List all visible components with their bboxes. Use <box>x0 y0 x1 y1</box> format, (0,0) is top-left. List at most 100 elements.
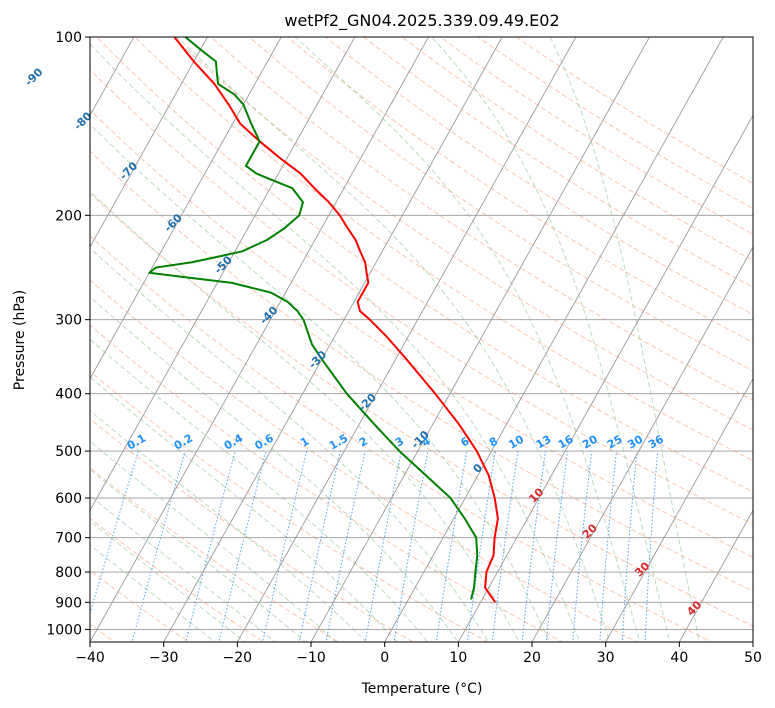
temperature-profile-line <box>173 37 499 603</box>
moist-adiabat-line <box>294 37 641 642</box>
mixing-ratio-line <box>545 451 569 642</box>
mixing-ratio-label: 0.1 <box>125 432 148 453</box>
dry-adiabat-line <box>172 37 753 431</box>
mixing-ratio-line <box>393 451 429 642</box>
isotherm-line <box>457 114 753 642</box>
y-tick-label: 800 <box>55 565 82 581</box>
mixing-ratio-label: 1 <box>298 435 311 450</box>
moist-adiabat-line <box>90 43 581 642</box>
mixing-ratio-label: 0.4 <box>222 431 246 452</box>
y-tick-label: 400 <box>55 387 82 403</box>
isotherm-line <box>531 246 753 642</box>
moist-adiabat-line <box>90 123 550 642</box>
x-tick-label: 40 <box>670 650 688 666</box>
mixing-ratio-line <box>644 451 659 642</box>
mixing-ratio-label: 10 <box>506 432 526 451</box>
x-tick-label: 20 <box>523 650 541 666</box>
x-tick-label: −30 <box>149 650 179 666</box>
mixing-ratio-label: 16 <box>556 432 576 451</box>
dry-adiabat-line <box>90 109 753 558</box>
mixing-ratio-line <box>262 450 308 642</box>
moist-adiabat-line <box>90 520 246 642</box>
moist-adiabat-line <box>90 440 337 642</box>
y-tick-label: 900 <box>55 595 82 611</box>
dry-adiabat-line <box>90 517 265 642</box>
x-tick-label: −20 <box>223 650 253 666</box>
y-tick-label: 1000 <box>46 622 82 638</box>
chart-title: wetPf2_GN04.2025.339.09.49.E02 <box>284 11 559 31</box>
plot-frame <box>89 36 754 643</box>
dry-adiabat-line <box>90 418 414 642</box>
mixing-ratio-line <box>572 451 593 642</box>
moist-adiabat-line <box>90 409 367 642</box>
mixing-ratio-line <box>435 451 468 642</box>
dry-adiabat-line <box>515 37 753 184</box>
dry-adiabat-line <box>90 192 753 627</box>
x-tick-label: −10 <box>296 650 326 666</box>
x-tick-label: 50 <box>744 650 762 666</box>
mixing-ratio-line <box>90 450 139 616</box>
mixing-ratio-label: 2 <box>357 435 370 450</box>
dry-adiabat-line <box>90 467 340 642</box>
isotherm-line <box>678 509 753 642</box>
isotherm-line <box>90 37 282 380</box>
x-tick-label: 10 <box>449 650 467 666</box>
isotherm-line <box>605 377 753 642</box>
isotherm-line <box>0 24 68 654</box>
mixing-ratio-label: 8 <box>487 435 500 450</box>
x-tick-label: 0 <box>380 650 389 666</box>
mixing-ratio-line <box>599 451 617 642</box>
dry-adiabat-line <box>90 235 713 642</box>
moist-adiabat-line <box>176 37 611 642</box>
moist-adiabat-line <box>90 296 459 642</box>
dry-adiabat-line <box>286 37 753 343</box>
mixing-ratio-label: 36 <box>646 432 666 451</box>
mixing-ratio-label: 30 <box>625 432 645 451</box>
moist-adiabat-line <box>90 468 307 642</box>
dry-adiabat-line <box>90 569 190 642</box>
isotherm-line <box>90 37 209 248</box>
mixing-ratio-line <box>491 451 519 642</box>
dry-adiabat-line <box>95 37 753 493</box>
y-tick-label: 300 <box>55 313 82 329</box>
moist-adiabat-line <box>431 37 671 642</box>
mixing-ratio-line <box>131 450 186 642</box>
dry-adiabat-line <box>90 150 753 592</box>
y-tick-label: 700 <box>55 531 82 547</box>
isotherm-line <box>90 37 356 512</box>
dewpoint-profile-line <box>148 37 479 600</box>
x-tick-label: −40 <box>75 650 105 666</box>
y-tick-label: 200 <box>55 208 82 224</box>
mixing-ratio-line <box>325 450 366 642</box>
moist-adiabat-label: 10 <box>526 485 546 505</box>
isotherm-line <box>384 37 724 642</box>
mixing-ratio-line <box>621 451 638 642</box>
mixing-ratio-line <box>298 450 341 642</box>
mixing-ratio-line <box>218 450 267 642</box>
isotherm-line <box>236 37 577 642</box>
mixing-ratio-label: 20 <box>580 432 600 451</box>
mixing-ratio-line <box>364 451 402 642</box>
dry-adiabat-line <box>477 37 753 210</box>
y-tick-label: 600 <box>55 491 82 507</box>
dry-adiabat-line <box>324 37 753 316</box>
moist-adiabat-line <box>549 37 701 642</box>
y-tick-label: 100 <box>55 30 82 46</box>
moist-adiabat-line <box>90 376 398 642</box>
x-axis-label: Temperature (°C) <box>361 681 483 697</box>
isotherm-line <box>752 641 753 642</box>
dry-adiabat-line <box>90 279 639 642</box>
isotherm-line <box>90 37 430 642</box>
moist-adiabat-line <box>90 544 217 642</box>
isotherm-line <box>163 37 503 642</box>
y-tick-label: 500 <box>55 444 82 460</box>
dry-adiabat-line <box>90 68 753 525</box>
mixing-ratio-label: 1.5 <box>327 432 350 453</box>
dry-adiabat-label: -90 <box>22 65 45 88</box>
mixing-ratio-label: 25 <box>605 433 625 452</box>
mixing-ratio-line <box>467 451 496 642</box>
mixing-ratio-line <box>521 451 546 642</box>
x-tick-label: 30 <box>597 650 615 666</box>
dry-adiabat-line <box>134 37 753 462</box>
